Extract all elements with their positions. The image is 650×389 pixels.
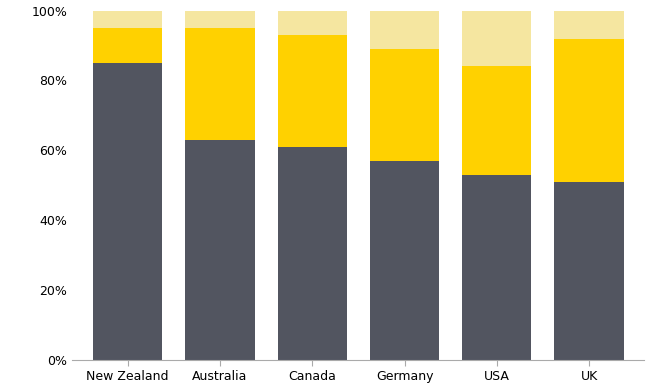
Bar — [278, 11, 347, 35]
Bar — [462, 175, 532, 360]
Bar — [93, 28, 162, 63]
Bar — [185, 140, 255, 360]
Bar — [185, 28, 255, 140]
Bar — [278, 35, 347, 147]
Bar — [370, 161, 439, 360]
Bar — [554, 39, 624, 182]
Bar — [93, 11, 162, 28]
Bar — [93, 63, 162, 360]
Bar — [370, 49, 439, 161]
Bar — [554, 11, 624, 39]
Bar — [554, 182, 624, 360]
Bar — [462, 11, 532, 67]
Bar — [370, 11, 439, 49]
Bar — [185, 11, 255, 28]
Bar — [462, 67, 532, 175]
Bar — [278, 147, 347, 360]
